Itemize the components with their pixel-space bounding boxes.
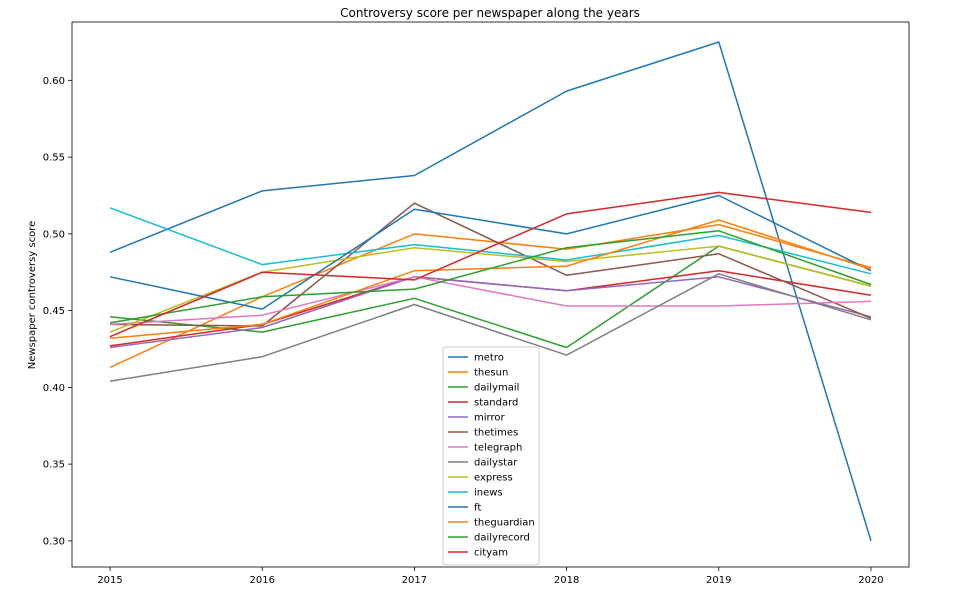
plot-frame <box>71 21 910 568</box>
y-tick-label: 0.35 <box>43 460 65 471</box>
series-line-metro <box>109 41 872 542</box>
plot-area <box>109 41 872 542</box>
y-tick-label: 0.55 <box>43 153 65 164</box>
legend-label-thetimes: thetimes <box>474 428 518 439</box>
legend-label-thesun: thesun <box>474 368 508 379</box>
series-line-inews <box>109 207 872 275</box>
x-tick-label: 2018 <box>554 575 579 586</box>
series-line-thesun <box>109 223 872 369</box>
legend-label-ft: ft <box>474 503 481 514</box>
series-line-dailyrecord <box>109 230 872 324</box>
series-line-dailystar <box>109 273 872 382</box>
y-tick-label: 0.30 <box>43 536 65 547</box>
series-line-thetimes <box>109 202 872 327</box>
legend-label-express: express <box>474 473 513 484</box>
axes: 2015 2016 2017 2018 2019 2020 0.30 0.35 0.40 0.45… <box>43 21 910 586</box>
legend-label-cityam: cityam <box>474 548 508 559</box>
series-line-standard <box>109 269 872 347</box>
series-line-ft <box>109 194 872 310</box>
series-line-telegraph <box>109 276 872 326</box>
legend-label-standard: standard <box>474 398 518 409</box>
chart-title: Controversy score per newspaper along th… <box>340 6 640 20</box>
x-tick-label: 2019 <box>706 575 731 586</box>
legend-label-mirror: mirror <box>474 413 505 424</box>
x-tick-label: 2015 <box>97 575 122 586</box>
x-tick-label: 2016 <box>250 575 275 586</box>
y-tick-label: 0.40 <box>43 383 65 394</box>
legend-label-dailyrecord: dailyrecord <box>474 533 530 544</box>
y-tick-label: 0.60 <box>43 76 65 87</box>
x-tick-label: 2020 <box>858 575 883 586</box>
legend-label-dailystar: dailystar <box>474 458 518 469</box>
legend: metro thesun dailymail standard mirror thetim… <box>442 346 540 566</box>
legend-label-dailymail: dailymail <box>474 383 519 394</box>
legend-label-inews: inews <box>474 488 503 499</box>
y-axis-title: Newspaper controversy score <box>27 221 38 370</box>
y-tick-label: 0.45 <box>43 306 65 317</box>
legend-label-telegraph: telegraph <box>474 443 522 454</box>
y-tick-label: 0.50 <box>43 229 65 240</box>
series-line-theguardian <box>109 219 872 340</box>
x-tick-label: 2017 <box>402 575 427 586</box>
series-line-mirror <box>109 276 872 349</box>
series-line-cityam <box>109 191 872 338</box>
legend-label-metro: metro <box>474 353 504 364</box>
legend-label-theguardian: theguardian <box>474 518 535 529</box>
